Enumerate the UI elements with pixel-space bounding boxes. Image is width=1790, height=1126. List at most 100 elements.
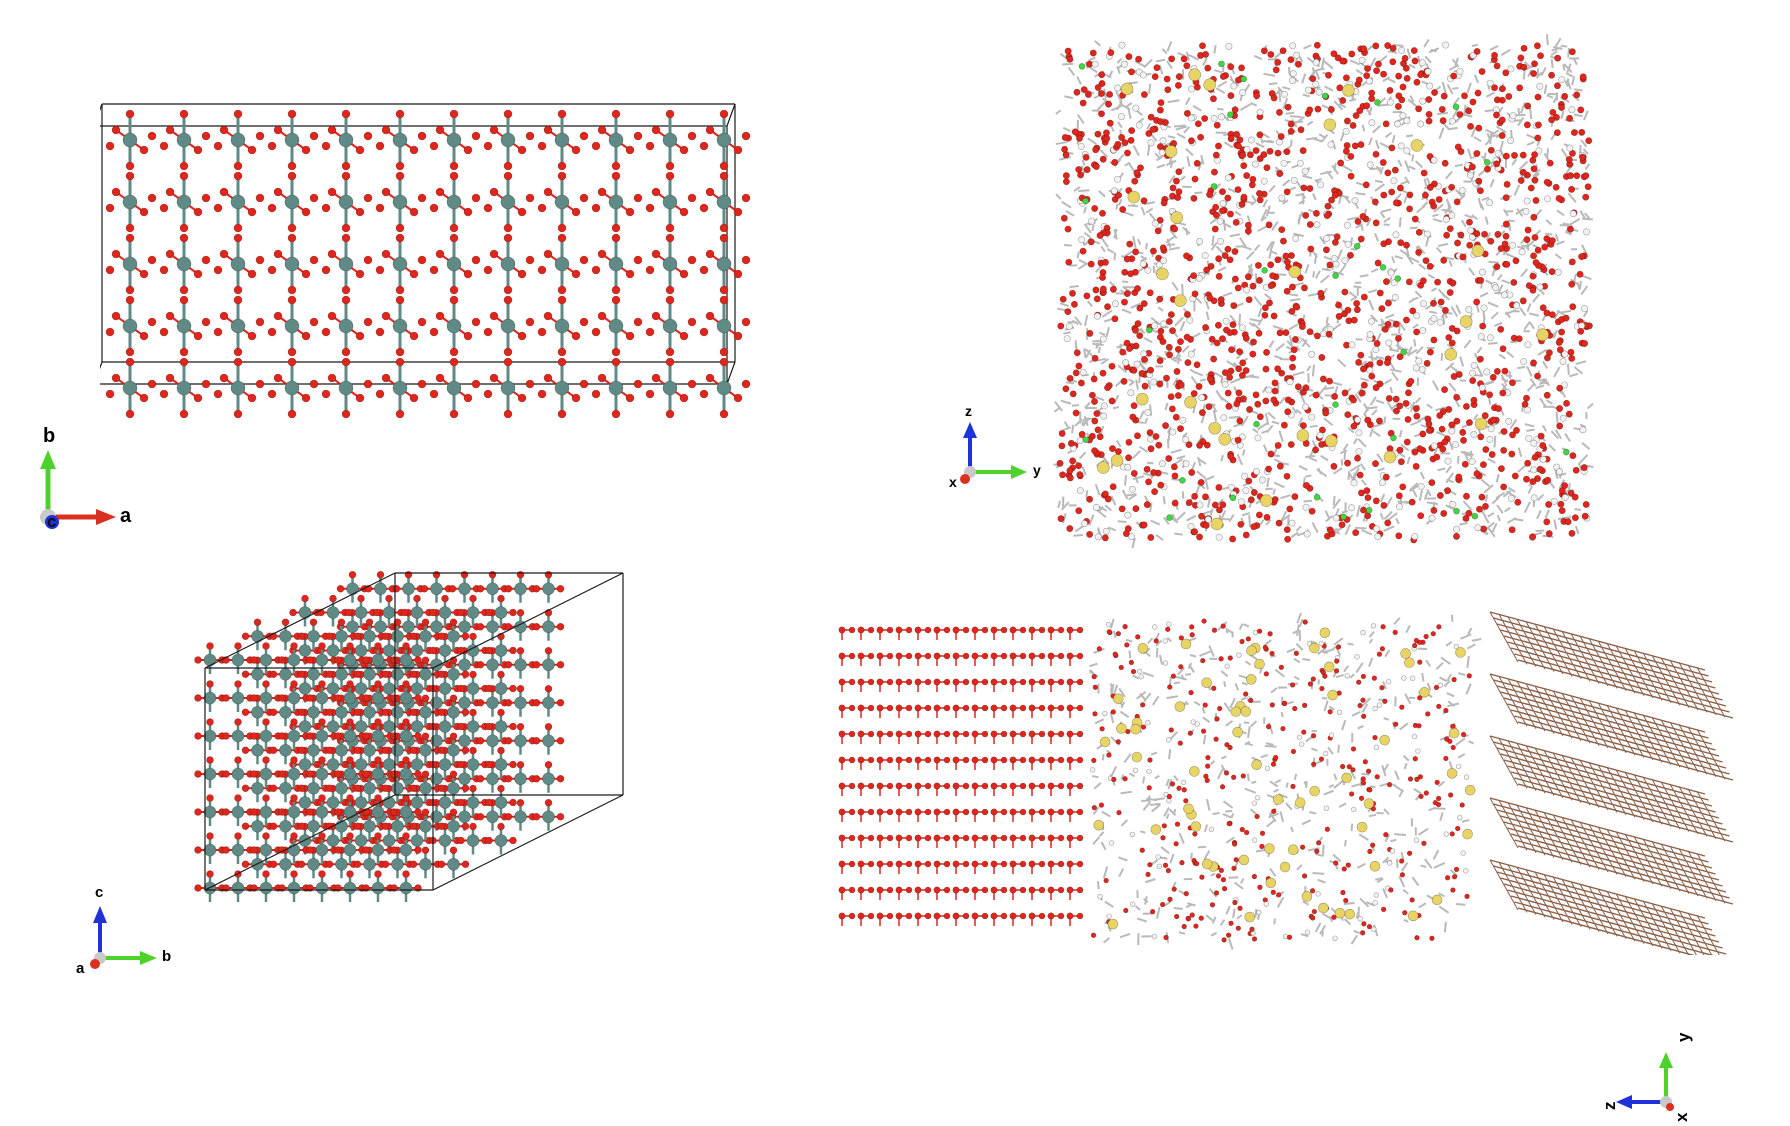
sulfur-atom (1260, 494, 1273, 507)
metal-atom (466, 758, 480, 771)
fluorine-atom (1179, 477, 1186, 484)
metal-atom (446, 380, 462, 396)
sulfur-atom (1319, 627, 1331, 639)
metal-atom (371, 805, 385, 819)
metal-atom (335, 743, 348, 757)
interface-cell-panel (830, 610, 1750, 955)
metal-atom (326, 606, 340, 619)
sulfur-atom (1201, 677, 1212, 689)
metal-atom (230, 256, 246, 272)
metal-atom (298, 796, 312, 809)
metal-atom (346, 620, 359, 634)
sulfur-atom (1444, 348, 1458, 361)
metal-atom (231, 729, 245, 743)
metal-atom (392, 132, 408, 148)
fluorine-atom (1332, 401, 1339, 408)
metal-atom (486, 810, 499, 824)
metal-atom (608, 380, 624, 396)
sulfur-atom (1230, 706, 1242, 717)
sulfur-atom (1131, 751, 1143, 763)
axis-x-ball (960, 474, 970, 484)
fluorine-atom (1453, 507, 1460, 515)
metal-atom (287, 881, 301, 895)
axis-b-head (140, 951, 157, 965)
graphite-sheet (1489, 673, 1734, 781)
metal-atom (176, 380, 192, 396)
metal-atom (716, 256, 732, 272)
metal-atom (230, 132, 246, 148)
sulfur-atom (1112, 693, 1124, 705)
metal-atom (399, 805, 413, 819)
axis-a-head (96, 509, 116, 525)
metal-atom (326, 758, 340, 771)
fluorine-atom (1340, 513, 1347, 521)
metal-atom (338, 132, 354, 148)
metal-atom (466, 682, 480, 695)
metal-atom (122, 318, 138, 334)
fluorine-atom (1353, 242, 1361, 250)
axis-label-z: z (965, 403, 972, 419)
metal-atom (608, 256, 624, 272)
metal-atom (458, 734, 471, 748)
metal-atom (466, 796, 480, 809)
metal-atom (382, 834, 396, 847)
metal-atom (343, 653, 357, 667)
metal-atom (554, 380, 570, 396)
metal-atom (486, 734, 499, 748)
metal-atom (298, 682, 312, 695)
metal-atom (326, 796, 340, 809)
fluorine-atom (1374, 99, 1381, 106)
metal-atom (335, 705, 348, 719)
metal-atom (399, 729, 413, 743)
axis-b-head (40, 450, 56, 469)
metal-atom (500, 380, 516, 396)
axis-label-c: c (47, 512, 57, 531)
metal-atom (259, 691, 273, 705)
metal-atom (298, 644, 312, 657)
sulfur-atom (1383, 450, 1397, 464)
metal-atom (608, 318, 624, 334)
fluorine-atom (1562, 448, 1570, 456)
metal-atom (176, 194, 192, 210)
crystal-slab-panel (100, 70, 860, 470)
fluorine-atom (1227, 111, 1234, 118)
metal-atom (514, 582, 527, 596)
metal-atom (203, 653, 217, 667)
sulfur-atom (1238, 854, 1250, 866)
metal-atom (500, 318, 516, 334)
sulfur-atom (1471, 244, 1485, 258)
metal-atom (458, 582, 471, 596)
metal-atom (279, 781, 292, 795)
fluorine-atom (1400, 348, 1407, 356)
axis-label-b: b (162, 948, 172, 965)
sulfur-atom (1127, 190, 1141, 204)
metal-atom (315, 805, 329, 819)
metal-atom (315, 881, 329, 895)
metal-atom (399, 691, 413, 705)
metal-atom (343, 805, 357, 819)
crystal-block-panel (185, 560, 705, 945)
metal-atom (307, 705, 320, 719)
sulfur-atom (1272, 794, 1284, 805)
sulfur-atom (1174, 701, 1186, 712)
metal-atom (542, 696, 555, 710)
metal-atom (494, 720, 508, 733)
metal-atom (662, 318, 678, 334)
metal-atom (430, 734, 443, 748)
metal-atom (392, 194, 408, 210)
metal-atom (438, 606, 452, 619)
metal-atom (326, 644, 340, 657)
metal-atom (363, 667, 376, 681)
metal-atom (458, 810, 471, 824)
metal-atom (447, 857, 460, 871)
axis-triad-zyx-bottom: y z x (1600, 1030, 1700, 1122)
metal-atom (391, 705, 404, 719)
metal-atom (203, 843, 217, 857)
fluorine-atom (1218, 60, 1225, 68)
sulfur-atom (1244, 911, 1256, 923)
metal-atom (447, 667, 460, 681)
metal-atom (307, 819, 320, 833)
fluorine-atom (1332, 272, 1339, 279)
metal-atom (284, 194, 300, 210)
axis-a-ball (90, 959, 100, 969)
